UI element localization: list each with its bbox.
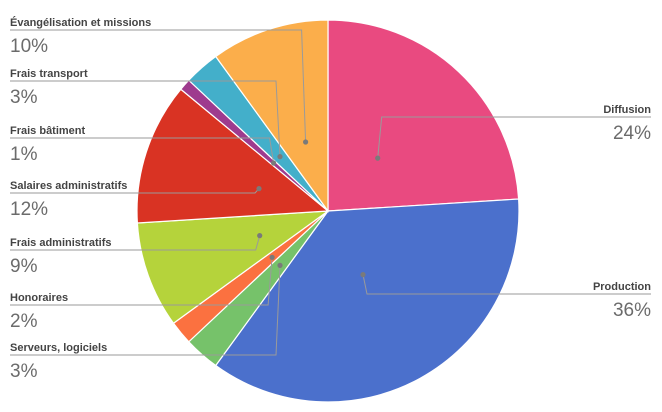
slice-frais-administratifs xyxy=(136,210,331,325)
slice-percent-frais-transport: 3% xyxy=(10,87,38,108)
slice-percent-serveurs-logiciels: 3% xyxy=(10,361,38,382)
slice-diffusion xyxy=(327,19,520,212)
slice-label-frais-administratifs: Frais administratifs xyxy=(10,237,111,249)
slice-percent-honoraires: 2% xyxy=(10,311,38,332)
leader-dot-production xyxy=(360,272,366,278)
slice-label-honoraires: Honoraires xyxy=(10,292,68,304)
slice-percent-evangelisation-et-missions: 10% xyxy=(10,36,48,57)
leader-dot-frais-administratifs xyxy=(257,233,263,239)
slice-label-production: Production xyxy=(593,281,651,293)
slice-percent-diffusion: 24% xyxy=(613,123,651,144)
leader-line-frais-batiment xyxy=(10,137,275,164)
leader-line-evangelisation-et-missions xyxy=(10,29,307,143)
slice-label-salaires-administratifs: Salaires administratifs xyxy=(10,180,127,192)
leader-line-diffusion xyxy=(377,116,651,159)
leader-dot-honoraires xyxy=(269,254,275,260)
slice-salaires-administratifs xyxy=(136,88,330,224)
leader-line-frais-transport xyxy=(10,80,281,157)
slice-label-frais-transport: Frais transport xyxy=(10,68,88,80)
slice-percent-production: 36% xyxy=(613,300,651,321)
slice-label-serveurs-logiciels: Serveurs, logiciels xyxy=(10,342,107,354)
slice-percent-frais-batiment: 1% xyxy=(10,144,38,165)
pie-labels: Diffusion 24% Production 36% Serveurs, logic… xyxy=(10,16,651,382)
leader-dot-serveurs-logiciels xyxy=(277,262,283,268)
slice-label-frais-batiment: Frais bâtiment xyxy=(10,125,86,137)
leader-line-frais-administratifs xyxy=(10,235,261,251)
slice-percent-salaires-administratifs: 12% xyxy=(10,199,48,220)
leader-dot-evangelisation-et-missions xyxy=(303,139,309,145)
pie-slices xyxy=(136,19,520,403)
slice-percent-frais-administratifs: 9% xyxy=(10,256,38,277)
leader-dot-diffusion xyxy=(375,155,381,161)
leader-dot-frais-batiment xyxy=(271,160,277,166)
leader-line-production xyxy=(362,274,651,295)
leader-line-serveurs-logiciels xyxy=(10,265,281,356)
leader-dot-frais-transport xyxy=(277,154,283,160)
slice-label-diffusion: Diffusion xyxy=(603,104,651,116)
slice-production xyxy=(214,198,520,403)
slice-label-evangelisation-et-missions: Évangélisation et missions xyxy=(10,16,151,29)
slice-evangelisation-et-missions xyxy=(214,19,329,213)
leader-dot-salaires-administratifs xyxy=(256,186,262,192)
leader-line-honoraires xyxy=(10,257,273,306)
